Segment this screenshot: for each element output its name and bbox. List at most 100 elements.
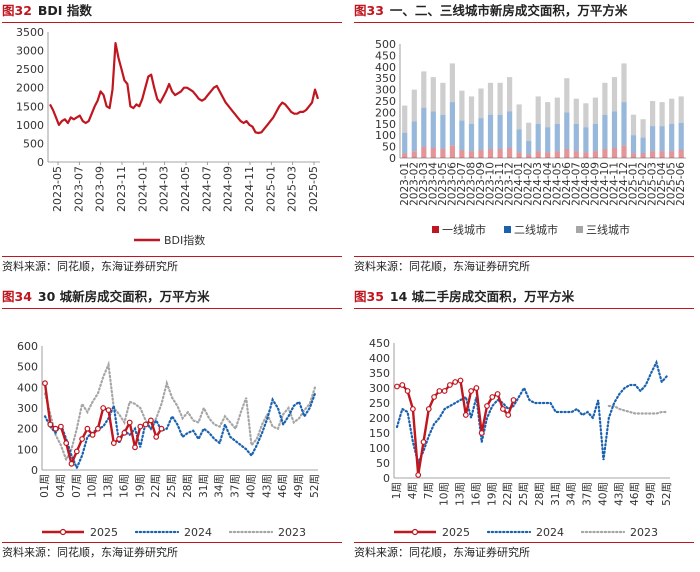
title-rule <box>2 308 342 309</box>
x-tick-label: 10周 <box>87 474 99 498</box>
y-tick-label: 50 <box>376 457 390 470</box>
x-tick-label: 40周 <box>597 482 609 506</box>
bar-segment <box>468 96 475 124</box>
bar-segment <box>630 153 637 158</box>
bar-segment <box>430 77 436 112</box>
bar-segment <box>554 123 560 152</box>
x-tick-label: 2025-05 <box>666 162 678 206</box>
y-tick-label: 200 <box>375 106 396 119</box>
bar-segment <box>430 111 436 148</box>
y-tick-label: 300 <box>17 402 38 415</box>
bar-segment <box>621 63 627 103</box>
bar-segment <box>554 97 560 124</box>
bar-segment <box>449 102 455 146</box>
panel-tier-city-new-home: 图33 一、二、三线城市新房成交面积，万平方米 0 50 100 150 200 250 30… <box>354 0 694 286</box>
x-tick-label: 43周 <box>613 482 625 506</box>
data-point-2025 <box>47 421 54 428</box>
x-tick-label: 2024-06 <box>561 162 573 206</box>
x-tick-label: 2025-04 <box>656 162 668 206</box>
x-tick-label: 2024-05 <box>551 162 563 206</box>
x-tick-label: 2024-07 <box>570 162 582 206</box>
data-point-2025 <box>505 412 512 418</box>
y-tick-label: 500 <box>375 38 396 51</box>
source-note: 资料来源：同花顺，东海证券研究所 <box>354 546 530 559</box>
data-point-2025 <box>468 388 474 394</box>
bar-segment <box>526 122 532 141</box>
data-point-2025 <box>132 444 138 451</box>
legend-label: 2025 <box>90 526 118 539</box>
y-tick-label: 150 <box>375 118 396 131</box>
y-tick-label: 500 <box>17 361 38 374</box>
legend-marker <box>59 528 67 536</box>
panel-bdi-index: 图32 BDI 指数 0 500 1000 1500 2000 2500 3000 3500 20… <box>2 0 342 286</box>
bar-segment <box>583 127 589 153</box>
x-tick-label: 25周 <box>518 482 530 506</box>
y-tick-label: 350 <box>375 72 396 85</box>
data-point-2025 <box>42 380 48 387</box>
bar-segment <box>564 148 570 158</box>
bar-segment <box>650 151 656 158</box>
bar-segment <box>487 82 494 115</box>
y-tick-label: 450 <box>369 337 390 350</box>
y-tick-label: 2500 <box>16 63 44 76</box>
x-tick-label: 2025-01 <box>264 166 277 212</box>
bar-segment <box>440 148 446 158</box>
data-point-2025 <box>153 433 160 440</box>
legend-label: 2024 <box>184 526 212 539</box>
series-line-bdi <box>49 42 320 135</box>
panel-title: 图34 30 城新房成交面积，万平方米 <box>2 287 342 307</box>
bar-segment <box>592 97 598 124</box>
bar-segment <box>535 151 541 158</box>
x-tick-label: 2024-12 <box>618 162 630 206</box>
chart-title: 一、二、三线城市新房成交面积，万平方米 <box>389 3 628 18</box>
bar-segment <box>554 151 560 158</box>
bar-segment <box>640 153 646 158</box>
figure-number: 图32 <box>2 3 32 18</box>
x-tick-label: 2023-12 <box>504 162 516 206</box>
data-point-2025 <box>100 405 107 411</box>
data-point-2025 <box>462 412 469 418</box>
bar-segment <box>545 127 551 153</box>
x-tick-label: 16周 <box>470 482 482 506</box>
x-tick-label: 2025-02 <box>637 162 649 206</box>
legend-label-bdi: BDI指数 <box>164 233 205 247</box>
x-tick-label: 2023-10 <box>485 162 497 206</box>
bar-segment <box>583 152 589 158</box>
bar-segment <box>621 102 627 146</box>
x-tick-label: 2024-01 <box>513 162 525 206</box>
figure-number: 图34 <box>2 289 32 304</box>
x-tick-label: 2023-11 <box>494 162 506 206</box>
bar-segment <box>487 148 494 158</box>
figure-number: 图33 <box>354 3 384 18</box>
data-point-2025 <box>142 421 149 428</box>
bar-segment <box>421 107 427 147</box>
bar-segment <box>573 123 579 152</box>
legend-label: 三线城市 <box>586 223 630 237</box>
x-tick-label: 1周 <box>391 482 403 499</box>
y-tick-label: 50 <box>382 141 396 154</box>
data-point-2025 <box>410 406 416 412</box>
data-point-2025 <box>79 436 85 442</box>
x-tick-label: 04周 <box>55 474 67 498</box>
bar-segment <box>650 126 656 152</box>
x-tick-label: 28周 <box>534 482 546 506</box>
bar-segment <box>592 151 598 158</box>
title-rule <box>354 308 694 309</box>
bar-segment <box>507 147 513 158</box>
bar-segment <box>669 123 675 152</box>
bar-segment <box>640 137 646 154</box>
bar-segment <box>535 96 541 124</box>
x-tick-label: 2024-02 <box>523 162 535 206</box>
bar-segment <box>421 146 427 158</box>
x-tick-label: 34周 <box>566 482 578 506</box>
y-tick-label: 450 <box>375 49 396 62</box>
source-note: 资料来源：同花顺，东海证券研究所 <box>354 260 530 273</box>
data-point-2025 <box>431 394 437 400</box>
data-point-2025 <box>137 423 144 430</box>
y-tick-label: 0 <box>37 156 44 169</box>
data-point-2025 <box>105 407 112 413</box>
bar-segment <box>526 154 532 158</box>
y-tick-label: 400 <box>369 352 390 365</box>
y-tick-label: 1000 <box>16 119 44 132</box>
series-line-2023 <box>43 360 317 463</box>
